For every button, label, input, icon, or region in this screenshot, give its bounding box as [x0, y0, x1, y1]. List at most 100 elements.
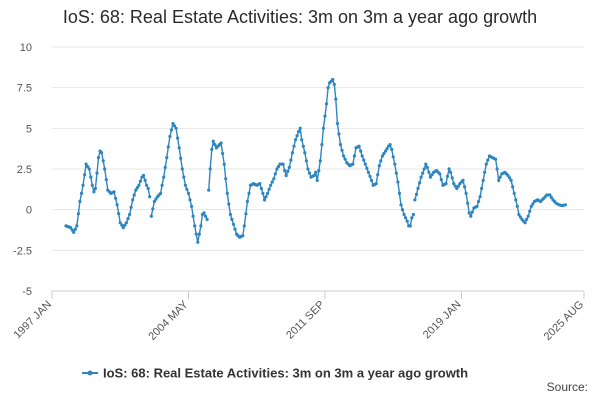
data-point[interactable]	[242, 224, 246, 228]
data-point[interactable]	[342, 154, 346, 158]
data-point[interactable]	[374, 182, 378, 186]
data-point[interactable]	[400, 208, 405, 212]
data-point[interactable]	[151, 207, 155, 211]
data-point[interactable]	[188, 198, 192, 202]
data-point[interactable]	[456, 184, 460, 188]
data-point[interactable]	[258, 182, 262, 186]
data-point[interactable]	[186, 191, 191, 195]
data-point[interactable]	[388, 143, 392, 147]
data-point[interactable]	[438, 172, 442, 176]
data-point[interactable]	[79, 191, 84, 195]
data-point[interactable]	[515, 204, 519, 208]
data-point[interactable]	[146, 186, 150, 191]
data-point[interactable]	[204, 214, 208, 218]
data-point[interactable]	[413, 198, 417, 202]
data-point[interactable]	[183, 183, 187, 187]
data-point[interactable]	[190, 204, 194, 208]
data-point[interactable]	[512, 191, 516, 195]
data-point[interactable]	[129, 205, 133, 209]
data-point[interactable]	[101, 159, 105, 163]
data-point[interactable]	[100, 151, 104, 155]
data-point[interactable]	[245, 199, 249, 204]
data-point[interactable]	[498, 175, 502, 179]
data-point[interactable]	[84, 162, 88, 166]
data-point[interactable]	[430, 173, 434, 177]
data-point[interactable]	[318, 159, 322, 163]
data-point[interactable]	[231, 222, 236, 226]
data-point[interactable]	[518, 215, 523, 219]
data-point[interactable]	[262, 198, 267, 202]
data-point[interactable]	[269, 183, 273, 187]
data-point[interactable]	[548, 193, 552, 197]
data-point[interactable]	[528, 209, 532, 213]
data-point[interactable]	[563, 203, 568, 207]
data-point[interactable]	[331, 77, 335, 82]
data-point[interactable]	[475, 204, 479, 208]
data-point[interactable]	[385, 147, 389, 151]
data-point[interactable]	[414, 192, 419, 196]
data-point[interactable]	[128, 212, 132, 217]
data-point[interactable]	[484, 162, 488, 166]
data-point[interactable]	[450, 176, 454, 180]
data-point[interactable]	[439, 178, 443, 182]
legend[interactable]: IoS: 68: Real Estate Activities: 3m on 3…	[82, 366, 468, 381]
data-point[interactable]	[351, 162, 355, 166]
data-point[interactable]	[78, 199, 82, 204]
data-point[interactable]	[221, 151, 225, 156]
data-point[interactable]	[380, 154, 384, 158]
data-point[interactable]	[72, 230, 76, 234]
data-point[interactable]	[290, 151, 294, 155]
data-point[interactable]	[207, 188, 211, 192]
data-point[interactable]	[199, 224, 203, 228]
data-point[interactable]	[368, 174, 372, 178]
data-point[interactable]	[352, 154, 356, 158]
data-point[interactable]	[411, 212, 415, 217]
data-point[interactable]	[159, 191, 163, 195]
data-point[interactable]	[168, 134, 172, 139]
data-point[interactable]	[132, 193, 136, 197]
data-point[interactable]	[514, 198, 518, 202]
data-point[interactable]	[90, 183, 94, 187]
data-point[interactable]	[363, 162, 367, 166]
data-point[interactable]	[177, 146, 181, 150]
data-point[interactable]	[197, 232, 201, 236]
data-point[interactable]	[390, 147, 394, 152]
data-point[interactable]	[123, 223, 127, 227]
data-point[interactable]	[171, 121, 175, 126]
data-point[interactable]	[176, 136, 180, 140]
data-point[interactable]	[476, 199, 481, 204]
data-point[interactable]	[365, 166, 369, 170]
data-point[interactable]	[264, 195, 268, 199]
data-point[interactable]	[419, 175, 423, 179]
data-point[interactable]	[166, 145, 170, 149]
data-point[interactable]	[135, 186, 139, 190]
data-point[interactable]	[297, 130, 301, 134]
data-point[interactable]	[162, 175, 166, 179]
data-point[interactable]	[410, 216, 414, 220]
data-point[interactable]	[179, 156, 183, 160]
data-point[interactable]	[362, 158, 366, 162]
data-point[interactable]	[483, 170, 487, 174]
data-point[interactable]	[405, 219, 409, 223]
data-point[interactable]	[120, 223, 124, 227]
data-point[interactable]	[526, 214, 530, 218]
data-point[interactable]	[117, 212, 121, 216]
data-point[interactable]	[470, 210, 474, 214]
data-point[interactable]	[315, 178, 319, 182]
data-point[interactable]	[241, 234, 245, 238]
data-point[interactable]	[267, 187, 271, 191]
data-point[interactable]	[307, 171, 312, 175]
data-point[interactable]	[293, 138, 298, 142]
data-point[interactable]	[529, 204, 533, 208]
data-point[interactable]	[509, 178, 513, 182]
data-point[interactable]	[118, 221, 122, 225]
data-point[interactable]	[427, 170, 431, 174]
data-point[interactable]	[298, 126, 302, 130]
data-point[interactable]	[143, 178, 147, 182]
data-point[interactable]	[418, 181, 422, 185]
data-point[interactable]	[266, 191, 270, 195]
data-point[interactable]	[326, 86, 330, 90]
data-point[interactable]	[321, 126, 325, 130]
data-point[interactable]	[549, 195, 554, 200]
data-point[interactable]	[114, 196, 118, 200]
